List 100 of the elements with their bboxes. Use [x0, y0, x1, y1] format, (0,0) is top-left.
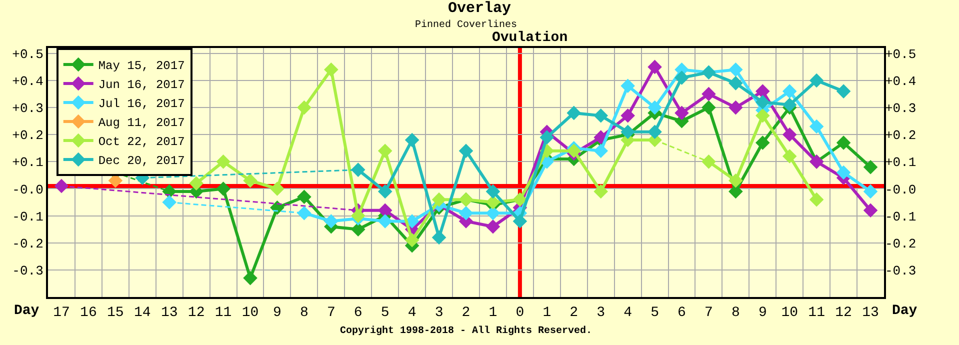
x-tick-label: 7 — [326, 304, 336, 321]
point — [378, 184, 392, 199]
x-tick-label: 1 — [488, 304, 498, 321]
point — [378, 203, 392, 218]
y-tick-label: -0.3 — [12, 263, 44, 278]
x-tick-label: 14 — [134, 304, 151, 321]
ref-line-label: Ovulation — [492, 30, 568, 46]
x-tick-label: 6 — [678, 304, 686, 321]
point — [702, 154, 716, 169]
point — [756, 108, 770, 123]
point — [756, 84, 770, 98]
point — [378, 144, 392, 158]
x-tick-label: 15 — [107, 304, 124, 321]
x-axis-title: Day — [892, 303, 918, 319]
point — [620, 78, 635, 94]
x-tick-label: 10 — [242, 304, 259, 321]
x-tick-label: 4 — [408, 304, 416, 321]
point — [674, 106, 689, 120]
point — [458, 206, 474, 220]
point — [270, 182, 284, 196]
point — [540, 130, 554, 144]
x-tick-label: 12 — [188, 304, 205, 321]
point — [863, 184, 878, 199]
point — [162, 195, 176, 210]
chart-subtitle: Pinned Coverlines — [415, 19, 518, 31]
x-tick-label: 2 — [570, 304, 578, 321]
point — [756, 94, 770, 110]
point — [620, 108, 635, 123]
y2-tick-label: -0.2 — [885, 236, 916, 252]
x-tick-label: 13 — [160, 304, 178, 321]
point — [324, 62, 338, 77]
legend-label: Dec 20, 2017 — [98, 154, 185, 168]
point — [243, 270, 258, 286]
x-tick-label: 0 — [516, 304, 524, 321]
point — [243, 173, 258, 188]
point — [782, 127, 797, 142]
y-tick-label: -0.2 — [12, 236, 44, 252]
point — [782, 98, 797, 112]
point — [648, 60, 662, 74]
x-tick-label: 1 — [542, 304, 552, 321]
point — [486, 195, 500, 210]
x-tick-label: 13 — [862, 304, 879, 321]
point — [756, 136, 770, 150]
y2-tick-label: +0.1 — [885, 155, 916, 170]
point — [836, 165, 851, 180]
x-tick-label: 3 — [596, 304, 606, 321]
point — [378, 214, 392, 228]
point — [350, 222, 366, 236]
point — [486, 206, 500, 220]
y2-tick-label: -0.1 — [885, 209, 916, 224]
point — [782, 149, 797, 164]
point — [566, 144, 582, 158]
point — [728, 173, 743, 188]
point — [216, 182, 230, 196]
y-tick-label: +0.4 — [12, 74, 44, 90]
point — [432, 192, 446, 207]
x-tick-label: 9 — [273, 304, 282, 321]
point — [674, 70, 689, 85]
point — [836, 84, 851, 98]
y-tick-label: +0.2 — [12, 128, 44, 144]
x-tick-label: 4 — [624, 304, 632, 321]
point — [512, 214, 528, 228]
point — [728, 100, 743, 115]
y-tick-label: -0.1 — [12, 209, 44, 224]
point — [486, 219, 500, 234]
point — [809, 119, 824, 134]
point — [863, 160, 878, 174]
point — [216, 154, 230, 169]
x-tick-label: 8 — [300, 304, 308, 321]
legend-label: May 15, 2017 — [98, 59, 185, 74]
point — [404, 233, 420, 248]
point — [189, 176, 204, 190]
point — [297, 206, 312, 220]
point — [297, 190, 312, 204]
point — [620, 124, 635, 140]
point — [350, 208, 366, 223]
x-tick-label: 8 — [731, 304, 740, 321]
point — [648, 100, 662, 115]
legend-label: Jul 16, 2017 — [98, 97, 185, 112]
point — [702, 100, 716, 115]
point — [648, 124, 662, 140]
x-tick-label: 6 — [354, 304, 362, 321]
point — [782, 84, 797, 98]
point — [863, 203, 878, 218]
point — [54, 178, 69, 194]
legend-label: Oct 22, 2017 — [98, 135, 185, 150]
point — [702, 86, 716, 102]
point — [297, 100, 312, 115]
legend-label: Jun 16, 2017 — [98, 78, 185, 92]
y2-tick-label: -0.0 — [885, 182, 916, 198]
point — [486, 184, 500, 199]
x-tick-label: 3 — [434, 304, 444, 321]
y2-tick-label: +0.4 — [885, 74, 916, 90]
y-tick-label: -0.0 — [12, 182, 44, 198]
point — [432, 230, 446, 245]
point — [594, 144, 608, 158]
x-tick-label: 5 — [380, 304, 390, 321]
point — [324, 214, 338, 228]
y2-tick-label: +0.2 — [885, 128, 916, 144]
point — [836, 136, 851, 150]
